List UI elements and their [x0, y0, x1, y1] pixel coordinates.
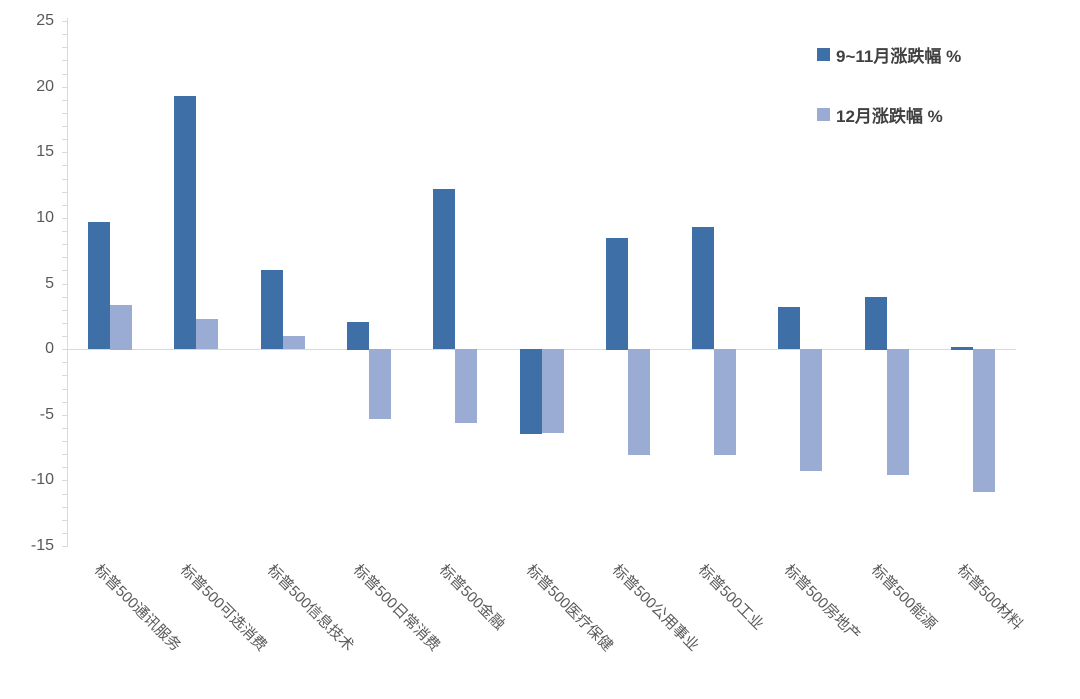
- y-axis-minor-tick: [62, 152, 67, 153]
- bar-dec: [800, 349, 822, 471]
- x-axis-category-label: 标普500医疗保健: [522, 561, 617, 655]
- legend: 9~11月涨跌幅 % 12月涨跌幅 %: [817, 44, 961, 164]
- bar-dec: [196, 319, 218, 349]
- y-axis-tick-label: 15: [36, 143, 54, 160]
- x-axis-category-label: 标普500信息技术: [263, 561, 358, 655]
- x-axis-category-label: 标普500日常消费: [349, 561, 444, 655]
- y-axis-minor-tick: [62, 389, 67, 390]
- bar-dec: [973, 349, 995, 492]
- y-axis-minor-tick: [62, 507, 67, 508]
- bar-dec: [628, 349, 650, 455]
- y-axis-minor-tick: [62, 336, 67, 337]
- y-axis-minor-tick: [62, 257, 67, 258]
- legend-swatch-series1: [817, 47, 830, 61]
- y-axis-minor-tick: [62, 415, 67, 416]
- y-axis-minor-tick: [62, 74, 67, 75]
- y-axis-minor-tick: [62, 520, 67, 521]
- y-axis-minor-tick: [62, 402, 67, 403]
- y-axis-minor-tick: [62, 21, 67, 22]
- bar-sep-nov: [951, 347, 973, 350]
- y-axis-minor-tick: [62, 454, 67, 455]
- bar-dec: [369, 349, 391, 419]
- y-axis-line: [67, 18, 68, 547]
- y-axis-minor-tick: [62, 349, 67, 350]
- y-axis-minor-tick: [62, 310, 67, 311]
- x-axis-category-label: 标普500公用事业: [608, 561, 703, 655]
- x-axis-category-label: 标普500可选消费: [176, 561, 271, 655]
- y-axis-minor-tick: [62, 323, 67, 324]
- y-axis-minor-tick: [62, 47, 67, 48]
- y-axis-minor-tick: [62, 34, 67, 35]
- y-axis-tick-label: 0: [45, 340, 54, 357]
- y-axis-minor-tick: [62, 231, 67, 232]
- y-axis-minor-tick: [62, 244, 67, 245]
- y-axis-minor-tick: [62, 546, 67, 547]
- y-axis-tick-label: -15: [30, 537, 54, 554]
- y-axis-tick-label: 20: [36, 78, 54, 95]
- bar-sep-nov: [692, 227, 714, 349]
- y-axis-minor-tick: [62, 284, 67, 285]
- bar-sep-nov: [865, 297, 887, 350]
- y-axis-minor-tick: [62, 375, 67, 376]
- bar-dec: [283, 336, 305, 349]
- y-axis-minor-tick: [62, 467, 67, 468]
- legend-label-series1: 9~11月涨跌幅 %: [836, 46, 962, 66]
- y-axis-minor-tick: [62, 192, 67, 193]
- x-axis-category-label: 标普500金融: [435, 561, 508, 634]
- y-axis-minor-tick: [62, 100, 67, 101]
- y-axis-minor-tick: [62, 60, 67, 61]
- y-axis-tick-label: 10: [36, 209, 54, 226]
- y-axis-minor-tick: [62, 297, 67, 298]
- y-axis-minor-tick: [62, 362, 67, 363]
- y-axis-minor-tick: [62, 205, 67, 206]
- bar-sep-nov: [261, 270, 283, 349]
- y-axis-tick-label: -5: [39, 406, 54, 423]
- x-axis-category-label: 标普500房地产: [780, 561, 864, 645]
- bar-sep-nov: [433, 189, 455, 349]
- y-axis-tick-label: 25: [36, 12, 54, 29]
- y-axis-tick-label: 5: [45, 275, 54, 292]
- y-axis-minor-tick: [62, 428, 67, 429]
- y-axis-minor-tick: [62, 113, 67, 114]
- legend-entry-series1: 9~11月涨跌幅 %: [817, 44, 962, 66]
- legend-swatch-series2: [817, 107, 830, 121]
- bar-dec: [714, 349, 736, 455]
- y-axis-minor-tick: [62, 87, 67, 88]
- y-axis-tick-label: -10: [30, 471, 54, 488]
- y-axis-minor-tick: [62, 494, 67, 495]
- bar-sep-nov: [174, 96, 196, 349]
- legend-label-series2: 12月涨跌幅 %: [836, 106, 943, 126]
- bar-dec: [455, 349, 477, 423]
- bar-sep-nov: [88, 222, 110, 349]
- y-axis-minor-tick: [62, 441, 67, 442]
- bar-sep-nov: [520, 349, 542, 434]
- bar-dec: [887, 349, 909, 475]
- x-axis-category-label: 标普500能源: [867, 561, 940, 634]
- bar-sep-nov: [347, 322, 369, 350]
- x-axis-category-label: 标普500通讯服务: [90, 561, 185, 655]
- y-axis-minor-tick: [62, 139, 67, 140]
- y-axis-minor-tick: [62, 270, 67, 271]
- bar-sep-nov: [778, 307, 800, 349]
- x-axis-category-label: 标普500材料: [953, 561, 1026, 634]
- y-axis-minor-tick: [62, 218, 67, 219]
- y-axis-minor-tick: [62, 165, 67, 166]
- bar-sep-nov: [606, 238, 628, 350]
- y-axis-minor-tick: [62, 533, 67, 534]
- y-axis-minor-tick: [62, 126, 67, 127]
- bar-dec: [110, 305, 132, 350]
- y-axis-minor-tick: [62, 480, 67, 481]
- legend-entry-series2: 12月涨跌幅 %: [817, 104, 961, 126]
- bar-dec: [542, 349, 564, 433]
- x-axis-category-label: 标普500工业: [694, 561, 767, 634]
- y-axis-minor-tick: [62, 179, 67, 180]
